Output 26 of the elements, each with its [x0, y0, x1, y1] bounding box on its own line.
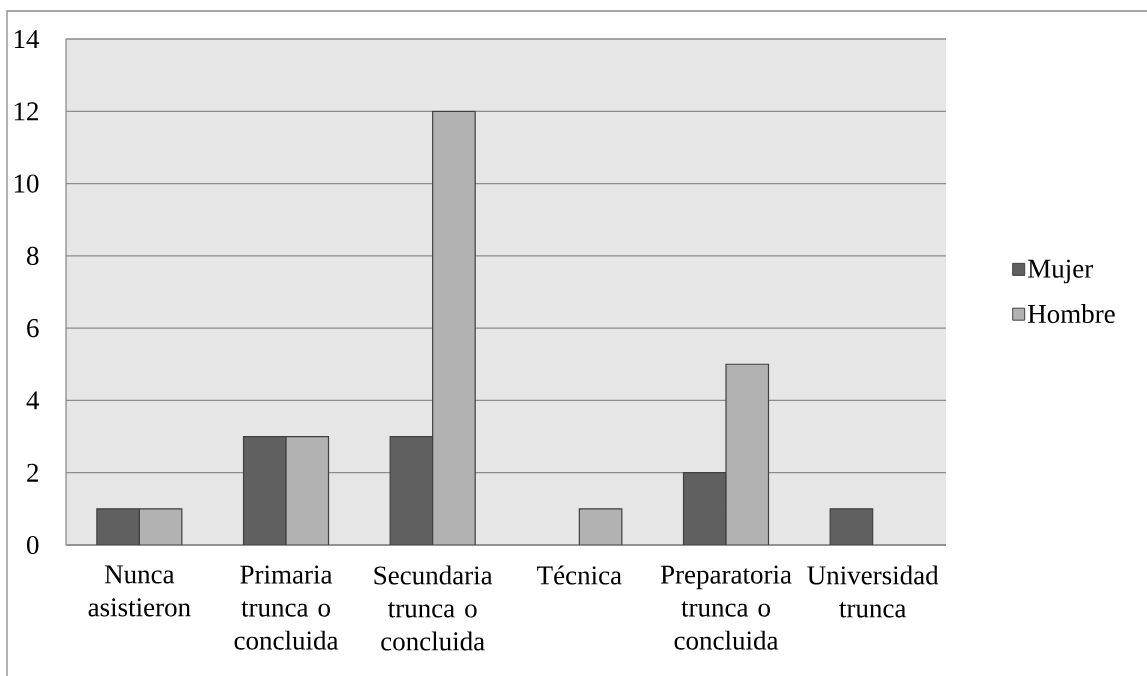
x-tick-label: Secundaria trunca o concluida	[374, 565, 493, 651]
bar	[682, 472, 727, 545]
bar	[829, 508, 874, 545]
bar	[138, 508, 183, 545]
x-tick-label: Preparatoria trunca o concluida	[660, 565, 792, 650]
legend-label: Mujer	[1027, 259, 1093, 284]
bar	[242, 435, 287, 545]
bar	[432, 110, 476, 545]
y-tick-label: 6	[27, 319, 39, 338]
x-tick-label: Universidad trunca	[807, 565, 939, 618]
x-tick-label: Primaria trunca o concluida	[234, 565, 339, 650]
bar	[578, 508, 623, 545]
y-tick-label: 4	[26, 391, 40, 410]
y-tick-label: 14	[14, 30, 40, 48]
y-tick-label: 2	[27, 463, 38, 482]
bar	[96, 508, 140, 545]
x-tick-label: Técnica	[537, 565, 622, 585]
y-tick-label: 0	[27, 535, 39, 555]
legend-label: Hombre	[1027, 304, 1115, 324]
y-tick-label: 12	[14, 102, 38, 121]
y-tick-label: 8	[27, 246, 39, 265]
x-tick-label: Nunca asistieron	[88, 565, 191, 617]
bar	[725, 363, 770, 545]
bar	[285, 435, 330, 545]
bar	[389, 435, 434, 545]
y-tick-label: 10	[14, 174, 39, 193]
